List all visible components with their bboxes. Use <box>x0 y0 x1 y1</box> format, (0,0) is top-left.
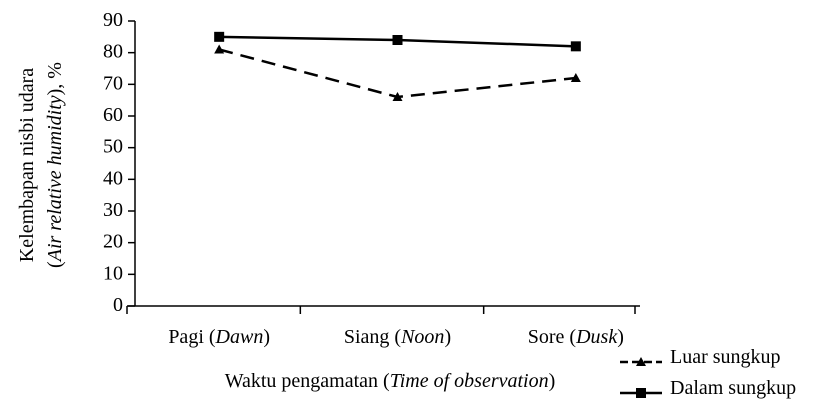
y-tick-label: 30 <box>103 199 123 221</box>
legend-label: Luar sungkup <box>670 346 781 368</box>
y-tick-label: 90 <box>103 9 123 31</box>
x-tick-label: Siang (Noon) <box>344 326 451 348</box>
x-tick-label: Pagi (Dawn) <box>168 326 270 348</box>
y-axis-label: Kelembapan nisbi udara <box>16 68 38 262</box>
marker <box>392 35 403 45</box>
y-tick-label: 80 <box>103 40 123 62</box>
marker <box>570 41 581 52</box>
y-tick-label: 40 <box>103 167 123 189</box>
x-tick-label: Sore (Dusk) <box>528 326 624 348</box>
marker <box>570 73 581 82</box>
marker <box>392 92 403 101</box>
marker <box>636 357 646 366</box>
marker <box>214 44 225 54</box>
marker <box>214 31 225 42</box>
y-tick-label: 0 <box>113 294 123 316</box>
marker <box>636 388 646 398</box>
y-tick-label: 50 <box>103 135 123 157</box>
x-axis-label: Waktu pengamatan (Time of observation) <box>225 370 556 392</box>
y-tick-label: 60 <box>103 104 123 126</box>
legend-label: Dalam sungkup <box>670 377 796 399</box>
y-tick-label: 10 <box>103 262 123 284</box>
series-line <box>218 48 576 99</box>
y-tick-label: 70 <box>103 72 123 94</box>
y-axis-label: (Air relative humidity), % <box>44 62 66 268</box>
y-tick-label: 20 <box>103 230 123 252</box>
